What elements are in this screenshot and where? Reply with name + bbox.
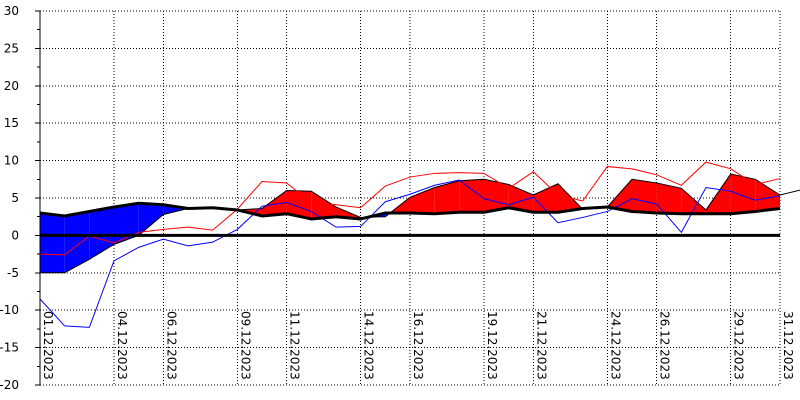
lower-line (39, 179, 781, 328)
y-tick-label: -10 (0, 303, 19, 317)
area-bound-line (40, 173, 800, 274)
below-area-segment (64, 211, 90, 273)
axes (35, 10, 41, 386)
above-area-segment (410, 187, 435, 214)
above-area-segment (632, 179, 657, 213)
above-area-segment (681, 188, 706, 214)
x-tick-label: 14.12.2023 (362, 311, 376, 380)
y-tick-label: -15 (0, 341, 19, 355)
below-area-segment (40, 212, 65, 273)
y-tick-label: 5 (11, 191, 19, 205)
y-tick-label: 25 (4, 41, 19, 55)
above-area-segment (730, 174, 756, 214)
x-tick-label: 11.12.2023 (288, 311, 302, 380)
x-tick-label: 19.12.2023 (485, 311, 499, 380)
above-area-segment (459, 179, 484, 213)
y-tick-label: 0 (11, 228, 19, 242)
above-area-segment (434, 180, 460, 214)
upper-line (39, 161, 781, 256)
x-tick-label: 09.12.2023 (238, 311, 252, 380)
above-area-segment (484, 179, 509, 213)
below-area-segment (138, 203, 164, 236)
above-area-segment (262, 190, 287, 216)
above-area-segment (755, 179, 780, 212)
above-area-segment (533, 183, 558, 213)
below-area-segment (89, 206, 114, 260)
above-area-segment (656, 183, 682, 214)
above-area-segment (508, 184, 534, 213)
y-tick-label: -5 (7, 266, 19, 280)
x-tick-label: 04.12.2023 (115, 311, 129, 380)
y-tick-label: 30 (4, 4, 19, 18)
y-tick-label: 15 (4, 116, 19, 130)
below-area-segment (114, 203, 139, 245)
y-tick-label: -20 (0, 378, 19, 392)
x-tick-label: 26.12.2023 (658, 311, 672, 380)
x-tick-label: 29.12.2023 (732, 311, 746, 380)
above-area-segment (706, 174, 731, 214)
above-area-segment (607, 179, 632, 212)
y-tick-label: 10 (4, 154, 19, 168)
y-tick-label: 20 (4, 79, 19, 93)
x-tick-label: 06.12.2023 (164, 311, 178, 380)
x-tick-label: 21.12.2023 (534, 311, 548, 380)
series-lines (39, 161, 800, 328)
x-tick-label: 16.12.2023 (411, 311, 425, 380)
area-fills (40, 174, 780, 273)
x-tick-label: 24.12.2023 (608, 311, 622, 380)
tick-labels: 30 25 20 15 10 5 0 -5 -10 -15 -20 01.12.2023 04.12.2… (0, 4, 795, 392)
x-tick-label: 01.12.2023 (41, 311, 55, 380)
reference-line (39, 201, 781, 221)
x-tick-label: 31.12.2023 (781, 311, 795, 380)
above-area-segment (311, 191, 336, 219)
